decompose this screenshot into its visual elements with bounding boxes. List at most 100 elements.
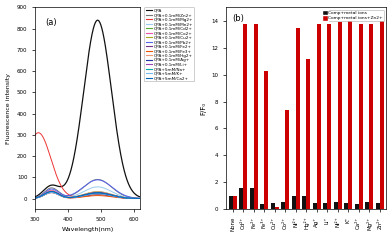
QPA+0.1mM/Cu2+ bbox=[81, 194, 85, 197]
QPA bbox=[95, 19, 100, 22]
QPA+0.1mM/Zn2+ bbox=[95, 178, 100, 181]
Line: QPA+0.1mM/Cd2+: QPA+0.1mM/Cd2+ bbox=[35, 192, 140, 198]
QPA+0.1mM/Cd2+ bbox=[112, 194, 117, 197]
QPA+0.1mM/Fe3+ bbox=[112, 196, 117, 199]
QPA+0.1mM/Fe3+ bbox=[138, 197, 143, 200]
Line: QPA+0.1mM/Pb2+: QPA+0.1mM/Pb2+ bbox=[35, 180, 140, 198]
QPA+0.1mM/Ag+ bbox=[138, 197, 143, 200]
QPA+5mM/Na+ bbox=[33, 196, 37, 199]
QPA+0.1mM/Mg2+ bbox=[112, 195, 117, 198]
Line: QPA+5mM/Ca2+: QPA+5mM/Ca2+ bbox=[35, 191, 140, 198]
QPA+0.1mM/Ag+ bbox=[51, 190, 56, 193]
Bar bbox=[338, 22, 342, 209]
Line: QPA+0.1mM/Mn2+: QPA+0.1mM/Mn2+ bbox=[35, 187, 140, 198]
QPA+0.1mM/Li+ bbox=[60, 195, 65, 198]
QPA+0.1mM/Li+ bbox=[103, 193, 108, 196]
QPA+0.1mM/Cd2+ bbox=[138, 197, 143, 200]
QPA+0.1mM/Fe2+ bbox=[138, 197, 143, 200]
QPA+5mM/Ca2+ bbox=[60, 194, 65, 197]
QPA+0.1mM/Co2+ bbox=[60, 194, 65, 197]
QPA+0.1mM/Pb2+ bbox=[103, 181, 108, 184]
Bar bbox=[264, 71, 268, 209]
QPA+0.1mM/Hg2+ bbox=[81, 193, 85, 196]
Line: QPA+0.1mM/Hg2+: QPA+0.1mM/Hg2+ bbox=[35, 191, 140, 198]
QPA+0.1mM/Hg2+ bbox=[49, 189, 54, 192]
QPA+0.1mM/Hg2+ bbox=[51, 190, 56, 193]
QPA+0.1mM/Ag+ bbox=[81, 194, 85, 197]
QPA+0.1mM/Zn2+ bbox=[103, 181, 108, 184]
QPA+0.1mM/Ag+ bbox=[60, 194, 65, 197]
QPA+5mM/Na+ bbox=[81, 194, 85, 197]
Bar bbox=[355, 204, 359, 209]
QPA+0.1mM/Fe2+ bbox=[112, 195, 117, 198]
QPA+0.1mM/Fe3+ bbox=[81, 195, 85, 198]
QPA+0.1mM/Co2+ bbox=[95, 191, 100, 194]
Bar bbox=[317, 24, 321, 209]
QPA+0.1mM/Co2+ bbox=[112, 194, 117, 197]
QPA+5mM/Ca2+ bbox=[33, 196, 37, 199]
QPA+0.1mM/Mg2+ bbox=[36, 131, 41, 134]
QPA+0.1mM/Hg2+ bbox=[95, 190, 100, 193]
QPA+0.1mM/Cu2+ bbox=[138, 197, 143, 200]
Bar bbox=[380, 18, 384, 209]
Bar bbox=[334, 202, 338, 209]
QPA+0.1mM/Cu2+ bbox=[51, 190, 56, 193]
Bar bbox=[243, 24, 247, 209]
Legend: Comp+metal ions, Comp+metal ions+Zn2+: Comp+metal ions, Comp+metal ions+Zn2+ bbox=[322, 10, 384, 21]
QPA+0.1mM/Cu2+ bbox=[112, 195, 117, 198]
QPA+0.1mM/Mg2+ bbox=[138, 197, 143, 200]
QPA+0.1mM/Mn2+ bbox=[33, 196, 37, 199]
QPA+0.1mM/Cd2+ bbox=[33, 196, 37, 199]
QPA bbox=[80, 97, 85, 100]
QPA+0.1mM/Cd2+ bbox=[60, 194, 65, 197]
QPA+5mM/K+ bbox=[81, 194, 85, 197]
QPA+0.1mM/Mn2+ bbox=[51, 190, 56, 193]
Legend: QPA, QPA+0.1mM/Zn2+, QPA+0.1mM/Mg2+, QPA+0.1mM/Mn2+, QPA+0.1mM/Cd2+, QPA+0.1mM/C: QPA, QPA+0.1mM/Zn2+, QPA+0.1mM/Mg2+, QPA… bbox=[144, 7, 194, 81]
QPA+0.1mM/Co2+ bbox=[138, 197, 143, 200]
QPA+0.1mM/Mn2+ bbox=[60, 194, 64, 197]
Bar bbox=[302, 196, 306, 209]
QPA+5mM/Ca2+ bbox=[95, 191, 100, 194]
QPA+0.1mM/Li+ bbox=[138, 197, 143, 200]
QPA+0.1mM/Cd2+ bbox=[49, 190, 54, 193]
QPA+5mM/Na+ bbox=[51, 191, 56, 194]
QPA+0.1mM/Pb2+ bbox=[51, 188, 56, 191]
QPA+0.1mM/Fe2+ bbox=[81, 195, 85, 198]
QPA+0.1mM/Hg2+ bbox=[60, 194, 65, 197]
Bar bbox=[348, 21, 352, 209]
Y-axis label: F/F₀: F/F₀ bbox=[200, 102, 206, 115]
QPA+0.1mM/Pb2+ bbox=[60, 193, 64, 196]
QPA+0.1mM/Fe3+ bbox=[51, 191, 56, 194]
QPA+0.1mM/Co2+ bbox=[81, 194, 85, 197]
QPA bbox=[112, 113, 117, 116]
QPA+0.1mM/Cd2+ bbox=[81, 193, 85, 196]
Line: QPA+0.1mM/Cu2+: QPA+0.1mM/Cu2+ bbox=[35, 192, 140, 198]
QPA+5mM/Na+ bbox=[138, 197, 143, 200]
Bar bbox=[306, 59, 310, 209]
QPA+0.1mM/Ag+ bbox=[95, 191, 100, 194]
QPA+0.1mM/Pb2+ bbox=[95, 178, 100, 181]
Bar bbox=[344, 203, 348, 209]
Bar bbox=[260, 204, 264, 209]
QPA+0.1mM/Mg2+ bbox=[81, 194, 85, 197]
Bar bbox=[376, 203, 380, 209]
Line: QPA: QPA bbox=[35, 20, 140, 197]
QPA+0.1mM/Fe2+ bbox=[51, 191, 56, 194]
QPA+5mM/Ca2+ bbox=[138, 197, 143, 200]
QPA+0.1mM/Pb2+ bbox=[95, 178, 99, 181]
Bar bbox=[254, 24, 257, 209]
Line: QPA+0.1mM/Zn2+: QPA+0.1mM/Zn2+ bbox=[35, 180, 140, 198]
QPA+0.1mM/Hg2+ bbox=[103, 191, 108, 194]
QPA+0.1mM/Mn2+ bbox=[80, 190, 85, 193]
QPA+0.1mM/Pb2+ bbox=[33, 196, 37, 199]
QPA+5mM/Na+ bbox=[103, 192, 108, 195]
QPA+0.1mM/Co2+ bbox=[103, 192, 108, 195]
Bar bbox=[271, 203, 275, 209]
Line: QPA+5mM/K+: QPA+5mM/K+ bbox=[35, 192, 140, 198]
QPA+0.1mM/Mg2+ bbox=[33, 133, 37, 136]
QPA+5mM/K+ bbox=[60, 195, 65, 198]
QPA+5mM/Ca2+ bbox=[81, 194, 85, 197]
QPA+0.1mM/Cu2+ bbox=[103, 193, 108, 196]
QPA+0.1mM/Mn2+ bbox=[138, 197, 143, 200]
QPA+0.1mM/Cu2+ bbox=[95, 192, 100, 195]
